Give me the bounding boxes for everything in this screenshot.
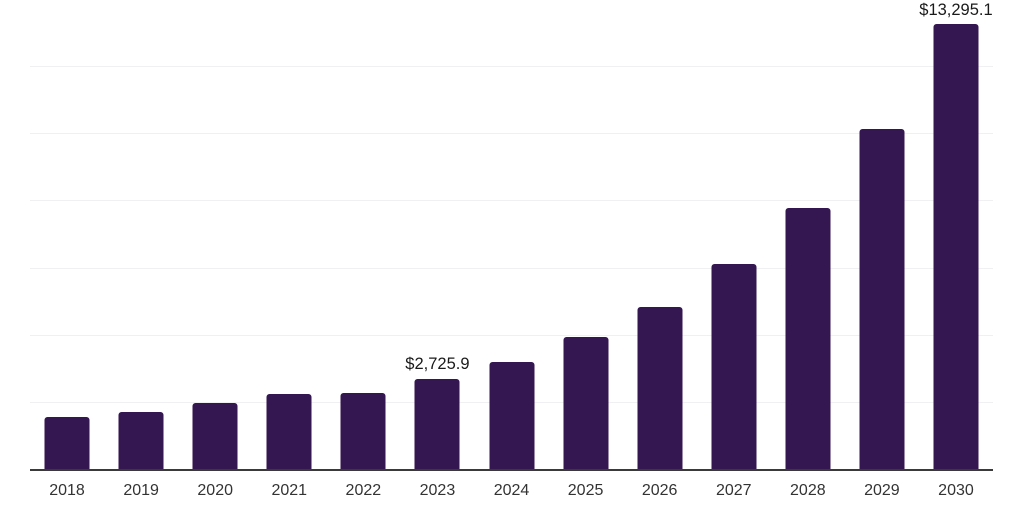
x-axis-line	[30, 469, 993, 471]
bar-slot-2029	[845, 0, 919, 470]
bar-slot-2027	[697, 0, 771, 470]
gridline-10000	[30, 133, 993, 135]
bar-2030	[933, 23, 979, 470]
bar-slot-2023: $2,725.9	[400, 0, 474, 470]
x-tick-2025: 2025	[567, 482, 604, 499]
bar-slot-2025	[549, 0, 623, 470]
x-tick-2019: 2019	[123, 482, 159, 499]
data-label-2023: $2,725.9	[405, 355, 470, 374]
bar-slot-2020	[178, 0, 252, 470]
x-tick-2022: 2022	[345, 482, 382, 499]
bar-series: $2,725.9 $13,295.1	[30, 0, 993, 470]
bar-2025	[563, 337, 609, 470]
bar-2021	[266, 394, 312, 470]
x-tick-2029: 2029	[864, 482, 900, 499]
bar-slot-2022	[326, 0, 400, 470]
bar-2026	[637, 307, 683, 470]
x-tick-2020: 2020	[197, 482, 233, 499]
bar-slot-2030: $13,295.1	[919, 0, 993, 470]
x-tick-2028: 2028	[790, 482, 826, 499]
bar-2018	[44, 417, 90, 470]
bar-slot-2028	[771, 0, 845, 470]
x-tick-2024: 2024	[493, 482, 530, 499]
x-axis-tick-labels: 2018 2019 2020 2021 2022 2023 2024 2025 2026 2027…	[30, 481, 993, 500]
gridline-8000	[30, 200, 993, 202]
gridline-12000	[30, 66, 993, 68]
bar-2019	[118, 412, 164, 470]
bar-2029	[859, 129, 905, 470]
data-label-2030: $13,295.1	[919, 0, 993, 19]
x-tick-2026: 2026	[641, 482, 678, 499]
bar-slot-2021	[252, 0, 326, 470]
bar-slot-2019	[104, 0, 178, 470]
bar-slot-2026	[623, 0, 697, 470]
bar-2024	[489, 362, 534, 470]
bar-2020	[192, 403, 238, 470]
x-tick-2030: 2030	[938, 482, 974, 499]
gridline-6000	[30, 267, 993, 269]
bar-2028	[785, 207, 831, 470]
x-tick-2027: 2027	[715, 482, 752, 499]
x-tick-2021: 2021	[271, 482, 308, 499]
bar-2022	[340, 392, 386, 470]
x-tick-2023: 2023	[419, 482, 456, 499]
plot-area: $2,725.9 $13,295.1	[30, 0, 993, 470]
bar-2027	[711, 264, 757, 470]
x-tick-2018: 2018	[49, 482, 85, 499]
bar-slot-2024	[474, 0, 548, 470]
gridline-4000	[30, 334, 993, 336]
bar-slot-2018	[30, 0, 104, 470]
bar-2023	[414, 378, 460, 470]
